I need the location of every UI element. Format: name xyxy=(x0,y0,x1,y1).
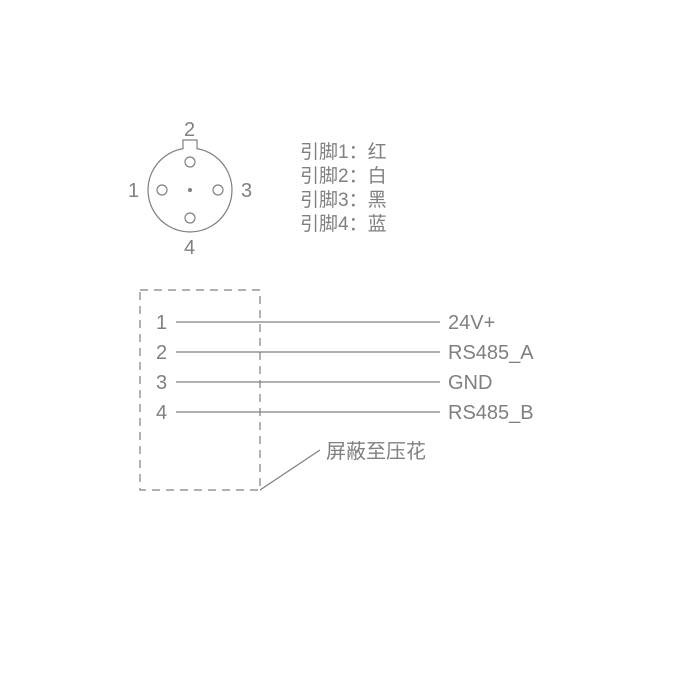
wire-1-num: 1 xyxy=(156,312,167,334)
legend-row-2: 引脚2：白 xyxy=(300,165,387,187)
wire-1-signal: 24V+ xyxy=(448,312,495,334)
connector-face: 1 2 3 4 xyxy=(128,119,252,259)
pin-4-number: 4 xyxy=(184,237,195,259)
pinout-diagram: 1 2 3 4 引脚1：红 引脚2：白 引脚3：黑 引脚4：蓝 1 24V+ 2… xyxy=(0,0,700,700)
legend-row-1: 引脚1：红 xyxy=(300,141,387,163)
shield-leader xyxy=(260,450,320,490)
legend-row-3: 引脚3：黑 xyxy=(300,189,387,211)
pin-2-number: 2 xyxy=(184,119,195,141)
connector-outline xyxy=(148,140,232,232)
wire-2-num: 2 xyxy=(156,342,167,364)
wire-3-num: 3 xyxy=(156,372,167,394)
legend-row-4: 引脚4：蓝 xyxy=(300,213,387,235)
wiring-rows: 1 24V+ 2 RS485_A 3 GND 4 RS485_B xyxy=(156,312,534,424)
pin-legend: 引脚1：红 引脚2：白 引脚3：黑 引脚4：蓝 xyxy=(300,141,387,235)
pin-1-number: 1 xyxy=(128,180,139,202)
wire-4-num: 4 xyxy=(156,402,167,424)
center-dot xyxy=(188,188,192,192)
wire-2-signal: RS485_A xyxy=(448,342,534,364)
pin-3-circle xyxy=(213,185,223,195)
wire-4-signal: RS485_B xyxy=(448,402,534,424)
pin-4-circle xyxy=(185,213,195,223)
pin-2-circle xyxy=(185,157,195,167)
pin-3-number: 3 xyxy=(241,180,252,202)
wire-3-signal: GND xyxy=(448,372,492,394)
shield-label: 屏蔽至压花 xyxy=(326,440,426,463)
pin-1-circle xyxy=(157,185,167,195)
shield-callout: 屏蔽至压花 xyxy=(260,440,426,490)
